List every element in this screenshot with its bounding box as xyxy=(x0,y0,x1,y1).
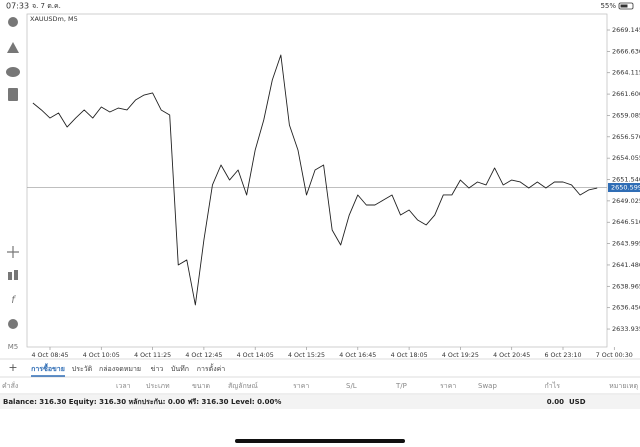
x-tick-label: 7 Oct 00:30 xyxy=(596,352,633,359)
column-header: ขนาด xyxy=(192,382,210,390)
y-tick-label: 2638.965 xyxy=(612,282,640,290)
column-header: หมายเหตุ xyxy=(609,382,638,390)
x-tick-label: 4 Oct 11:25 xyxy=(134,352,171,359)
x-tick-label: 4 Oct 16:45 xyxy=(339,352,376,359)
chart-type-icon-2[interactable] xyxy=(14,270,18,280)
y-tick-label: 2654.055 xyxy=(612,154,640,162)
crosshair-icon[interactable] xyxy=(7,246,19,258)
y-tick-label: 2659.085 xyxy=(612,111,640,119)
trade-icon[interactable] xyxy=(7,42,19,53)
tab[interactable]: ประวัติ xyxy=(72,365,93,373)
column-header: Swap xyxy=(478,382,497,390)
x-tick-label: 4 Oct 20:45 xyxy=(493,352,530,359)
current-price-box xyxy=(608,183,640,193)
column-header: กำไร xyxy=(545,381,561,390)
x-tick-label: 4 Oct 12:45 xyxy=(185,352,222,359)
status-battery: 55% xyxy=(600,2,616,10)
price-line xyxy=(32,54,598,306)
column-header: T/P xyxy=(395,382,407,390)
column-header: คำสั่ง xyxy=(2,381,18,390)
summary-profit: 0.00 xyxy=(547,398,564,406)
new-order-icon[interactable] xyxy=(8,88,18,101)
home-indicator xyxy=(235,439,405,443)
y-tick-label: 2664.115 xyxy=(612,69,640,77)
tab[interactable]: บันทึก xyxy=(171,364,189,373)
battery-level xyxy=(620,4,628,8)
column-header: S/L xyxy=(346,382,357,390)
y-tick-label: 2641.480 xyxy=(612,261,640,269)
summary-row-bg xyxy=(0,395,640,409)
column-header: สัญลักษณ์ xyxy=(228,382,258,390)
battery-icon xyxy=(618,2,634,10)
y-tick-label: 2669.145 xyxy=(612,26,640,34)
y-tick-label: 2666.630 xyxy=(612,47,640,55)
y-tick-label: 2649.025 xyxy=(612,197,640,205)
y-tick-label: 2643.995 xyxy=(612,240,640,248)
y-tick-label: 2661.600 xyxy=(612,90,640,98)
x-tick-label: 4 Oct 08:45 xyxy=(31,352,68,359)
objects-icon[interactable] xyxy=(8,319,18,329)
current-price-label: 2650.599 xyxy=(611,184,640,192)
column-header: ราคา xyxy=(440,382,456,390)
x-tick-label: 4 Oct 14:05 xyxy=(237,352,274,359)
chart-type-icon[interactable] xyxy=(8,272,12,280)
column-header: ราคา xyxy=(293,382,309,390)
add-tab-button[interactable]: + xyxy=(8,361,17,374)
account-icon[interactable] xyxy=(8,17,18,27)
timeframe-button[interactable]: M5 xyxy=(8,343,19,351)
column-header: เวลา xyxy=(116,382,131,390)
x-tick-label: 4 Oct 10:05 xyxy=(83,352,120,359)
summary-text: Balance: 316.30 Equity: 316.30 หลักประกั… xyxy=(3,398,281,406)
x-tick-label: 4 Oct 18:05 xyxy=(391,352,428,359)
x-tick-label: 6 Oct 23:10 xyxy=(544,352,581,359)
y-tick-label: 2633.935 xyxy=(612,325,640,333)
toolbar: f xyxy=(6,17,20,329)
status-time: 07:33 xyxy=(6,2,29,11)
summary-currency: USD xyxy=(569,398,586,406)
tab[interactable]: กล่องจดหมาย xyxy=(99,365,141,373)
chart-title: XAUUSDm, M5 xyxy=(30,15,78,23)
chart-frame xyxy=(26,13,608,348)
status-date: จ. 7 ต.ค. xyxy=(32,2,61,10)
y-tick-label: 2656.570 xyxy=(612,133,640,141)
indicator-icon[interactable]: f xyxy=(11,295,16,306)
y-tick-label: 2646.510 xyxy=(612,218,640,226)
y-tick-label: 2651.540 xyxy=(612,176,640,184)
chat-icon[interactable] xyxy=(6,67,20,77)
x-tick-label: 4 Oct 19:25 xyxy=(442,352,479,359)
y-tick-label: 2636.450 xyxy=(612,304,640,312)
tab[interactable]: การซื้อขาย xyxy=(31,362,65,373)
x-tick-label: 4 Oct 15:25 xyxy=(288,352,325,359)
tab[interactable]: ข่าว xyxy=(151,365,164,373)
column-header: ประเภท xyxy=(146,382,170,390)
tab[interactable]: การตั้งค่า xyxy=(197,362,226,373)
